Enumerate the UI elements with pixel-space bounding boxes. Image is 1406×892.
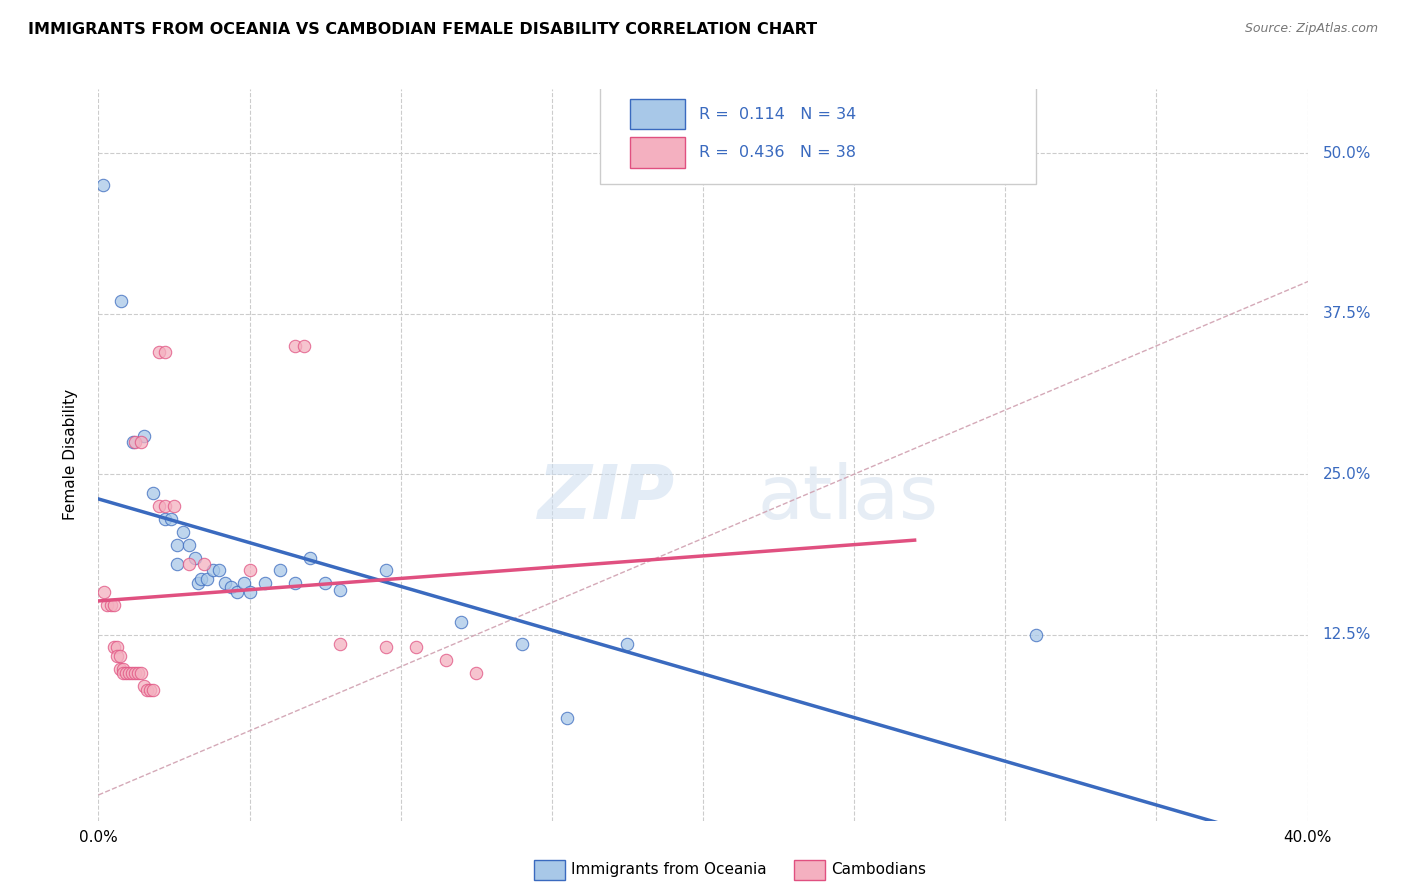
Text: R =  0.436   N = 38: R = 0.436 N = 38	[699, 145, 856, 161]
Point	[214, 576, 236, 591]
Point	[190, 573, 212, 587]
Point	[108, 649, 131, 664]
Point	[124, 666, 146, 681]
Point	[1024, 627, 1046, 641]
Point	[187, 576, 209, 591]
Point	[142, 682, 165, 697]
Point	[465, 666, 488, 681]
Text: 12.5%: 12.5%	[1323, 627, 1371, 642]
Point	[91, 178, 114, 193]
Point	[314, 576, 336, 591]
Point	[110, 293, 132, 308]
Point	[132, 679, 155, 693]
Point	[153, 500, 176, 514]
Point	[114, 666, 136, 681]
Point	[160, 512, 183, 526]
Point	[153, 512, 176, 526]
Point	[239, 585, 262, 599]
FancyBboxPatch shape	[630, 137, 685, 169]
Point	[118, 666, 141, 681]
Text: 37.5%: 37.5%	[1323, 306, 1371, 321]
Point	[129, 435, 152, 450]
FancyBboxPatch shape	[630, 99, 685, 129]
Point	[103, 598, 125, 612]
Text: IMMIGRANTS FROM OCEANIA VS CAMBODIAN FEMALE DISABILITY CORRELATION CHART: IMMIGRANTS FROM OCEANIA VS CAMBODIAN FEM…	[28, 22, 817, 37]
Point	[299, 550, 322, 565]
Point	[163, 500, 186, 514]
Point	[208, 563, 231, 577]
Point	[232, 576, 254, 591]
Point	[329, 582, 352, 597]
Point	[105, 640, 128, 655]
Y-axis label: Female Disability: Female Disability	[63, 389, 77, 521]
Point	[434, 653, 457, 667]
Point	[166, 557, 188, 571]
Point	[177, 538, 201, 552]
Point	[105, 649, 128, 664]
Point	[111, 666, 134, 681]
Point	[184, 550, 207, 565]
Point	[108, 662, 131, 676]
Point	[111, 662, 134, 676]
Point	[148, 345, 170, 359]
Point	[93, 585, 115, 599]
Point	[221, 580, 243, 594]
Point	[127, 666, 149, 681]
Point	[193, 557, 215, 571]
Point	[253, 576, 276, 591]
Text: Source: ZipAtlas.com: Source: ZipAtlas.com	[1244, 22, 1378, 36]
Point	[121, 666, 143, 681]
Point	[329, 636, 352, 650]
Text: R =  0.114   N = 34: R = 0.114 N = 34	[699, 106, 856, 121]
Text: atlas: atlas	[758, 462, 939, 535]
FancyBboxPatch shape	[600, 82, 1035, 185]
Point	[142, 486, 165, 500]
Text: 25.0%: 25.0%	[1323, 467, 1371, 482]
Point	[405, 640, 427, 655]
Point	[195, 573, 218, 587]
Text: 50.0%: 50.0%	[1323, 146, 1371, 161]
Text: Immigrants from Oceania: Immigrants from Oceania	[571, 863, 766, 877]
Point	[226, 585, 249, 599]
Point	[374, 563, 396, 577]
Point	[269, 563, 291, 577]
Point	[124, 435, 146, 450]
Point	[292, 339, 315, 353]
Point	[96, 598, 118, 612]
Point	[172, 524, 194, 539]
Point	[284, 339, 307, 353]
Point	[153, 345, 176, 359]
Point	[616, 636, 638, 650]
Point	[239, 563, 262, 577]
Point	[132, 428, 155, 442]
Point	[450, 615, 472, 629]
Point	[122, 435, 145, 450]
Point	[100, 598, 122, 612]
Point	[374, 640, 396, 655]
Point	[135, 682, 157, 697]
Point	[202, 563, 225, 577]
Point	[148, 500, 170, 514]
Text: ZIP: ZIP	[537, 462, 675, 535]
Point	[166, 538, 188, 552]
Point	[555, 711, 578, 725]
Point	[103, 640, 125, 655]
Point	[129, 666, 152, 681]
Point	[139, 682, 162, 697]
Point	[284, 576, 307, 591]
Point	[177, 557, 201, 571]
Text: Cambodians: Cambodians	[831, 863, 927, 877]
Point	[510, 636, 533, 650]
